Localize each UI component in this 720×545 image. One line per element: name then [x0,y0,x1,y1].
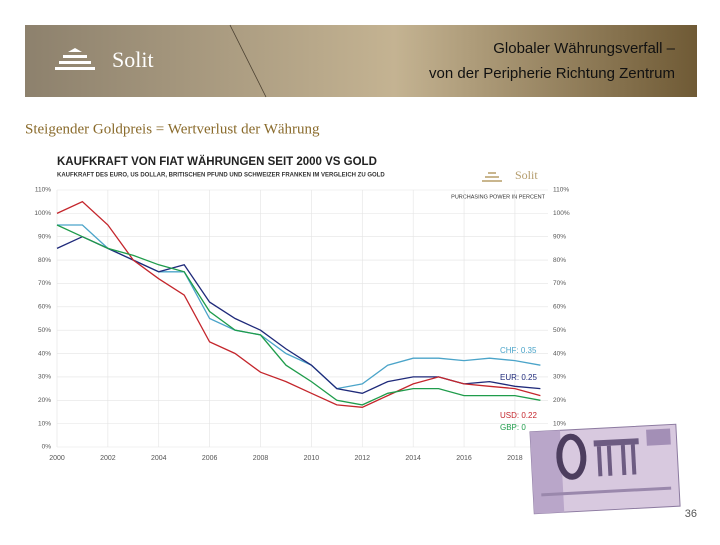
x-tick-label: 2008 [253,455,269,462]
x-tick-label: 2004 [151,455,167,462]
x-tick-label: 2018 [507,455,523,462]
chart-logo: Solit [515,168,538,182]
slide-subtitle: Steigender Goldpreis = Wertverlust der W… [25,121,320,137]
chart-logo-icon [482,172,502,182]
series-label: EUR: 0.25 [500,373,537,382]
y-tick-label: 100% [553,210,570,217]
y-tick-label: 30% [553,374,566,381]
chart-annotation: PURCHASING POWER IN PERCENT [451,194,545,200]
y-tick-label: 90% [553,233,566,240]
series-label: USD: 0.22 [500,411,537,420]
y-tick-label: 90% [38,233,51,240]
y-tick-label: 40% [553,350,566,357]
y-tick-label: 50% [38,327,51,334]
x-tick-label: 2006 [202,455,218,462]
banknote [529,423,681,515]
y-tick-label: 50% [553,327,566,334]
x-tick-label: 2012 [354,455,370,462]
y-tick-label: 100% [34,210,51,217]
logo-text: Solit [112,47,154,72]
x-tick-label: 2014 [405,455,421,462]
y-tick-label: 110% [553,187,569,194]
plot: 0%0%10%10%20%20%30%30%40%40%50%50%60%60%… [34,187,569,462]
page-number: 36 [685,508,697,520]
header-divider [229,24,267,98]
y-tick-label: 20% [38,397,51,404]
y-tick-label: 110% [35,187,51,194]
header-title: Globaler Währungsverfall – [493,40,675,57]
chart-title: KAUFKRAFT VON FIAT WÄHRUNGEN SEIT 2000 V… [57,155,377,168]
y-tick-label: 70% [553,280,566,287]
series-line [56,224,541,406]
x-tick-label: 2016 [456,455,472,462]
y-tick-label: 60% [553,304,566,311]
series-label: CHF: 0.35 [500,346,537,355]
logo-icon [55,48,95,70]
y-tick-label: 70% [38,280,51,287]
y-tick-label: 0% [42,444,52,451]
header-title: von der Peripherie Richtung Zentrum [429,65,675,82]
y-tick-label: 40% [38,350,51,357]
y-tick-label: 80% [553,257,566,264]
y-tick-label: 10% [553,420,566,427]
y-tick-label: 60% [38,304,51,311]
x-tick-label: 2010 [304,455,320,462]
y-tick-label: 10% [38,420,51,427]
y-tick-label: 20% [553,397,566,404]
x-tick-label: 2002 [100,455,116,462]
y-tick-label: 80% [38,257,51,264]
chart-subtitle: KAUFKRAFT DES EURO, US DOLLAR, BRITISCHE… [57,173,385,179]
series-line [56,200,541,408]
x-tick-label: 2000 [49,455,65,462]
header-bar [25,25,697,97]
series-label: GBP: 0 [500,423,526,432]
y-tick-label: 30% [38,374,51,381]
